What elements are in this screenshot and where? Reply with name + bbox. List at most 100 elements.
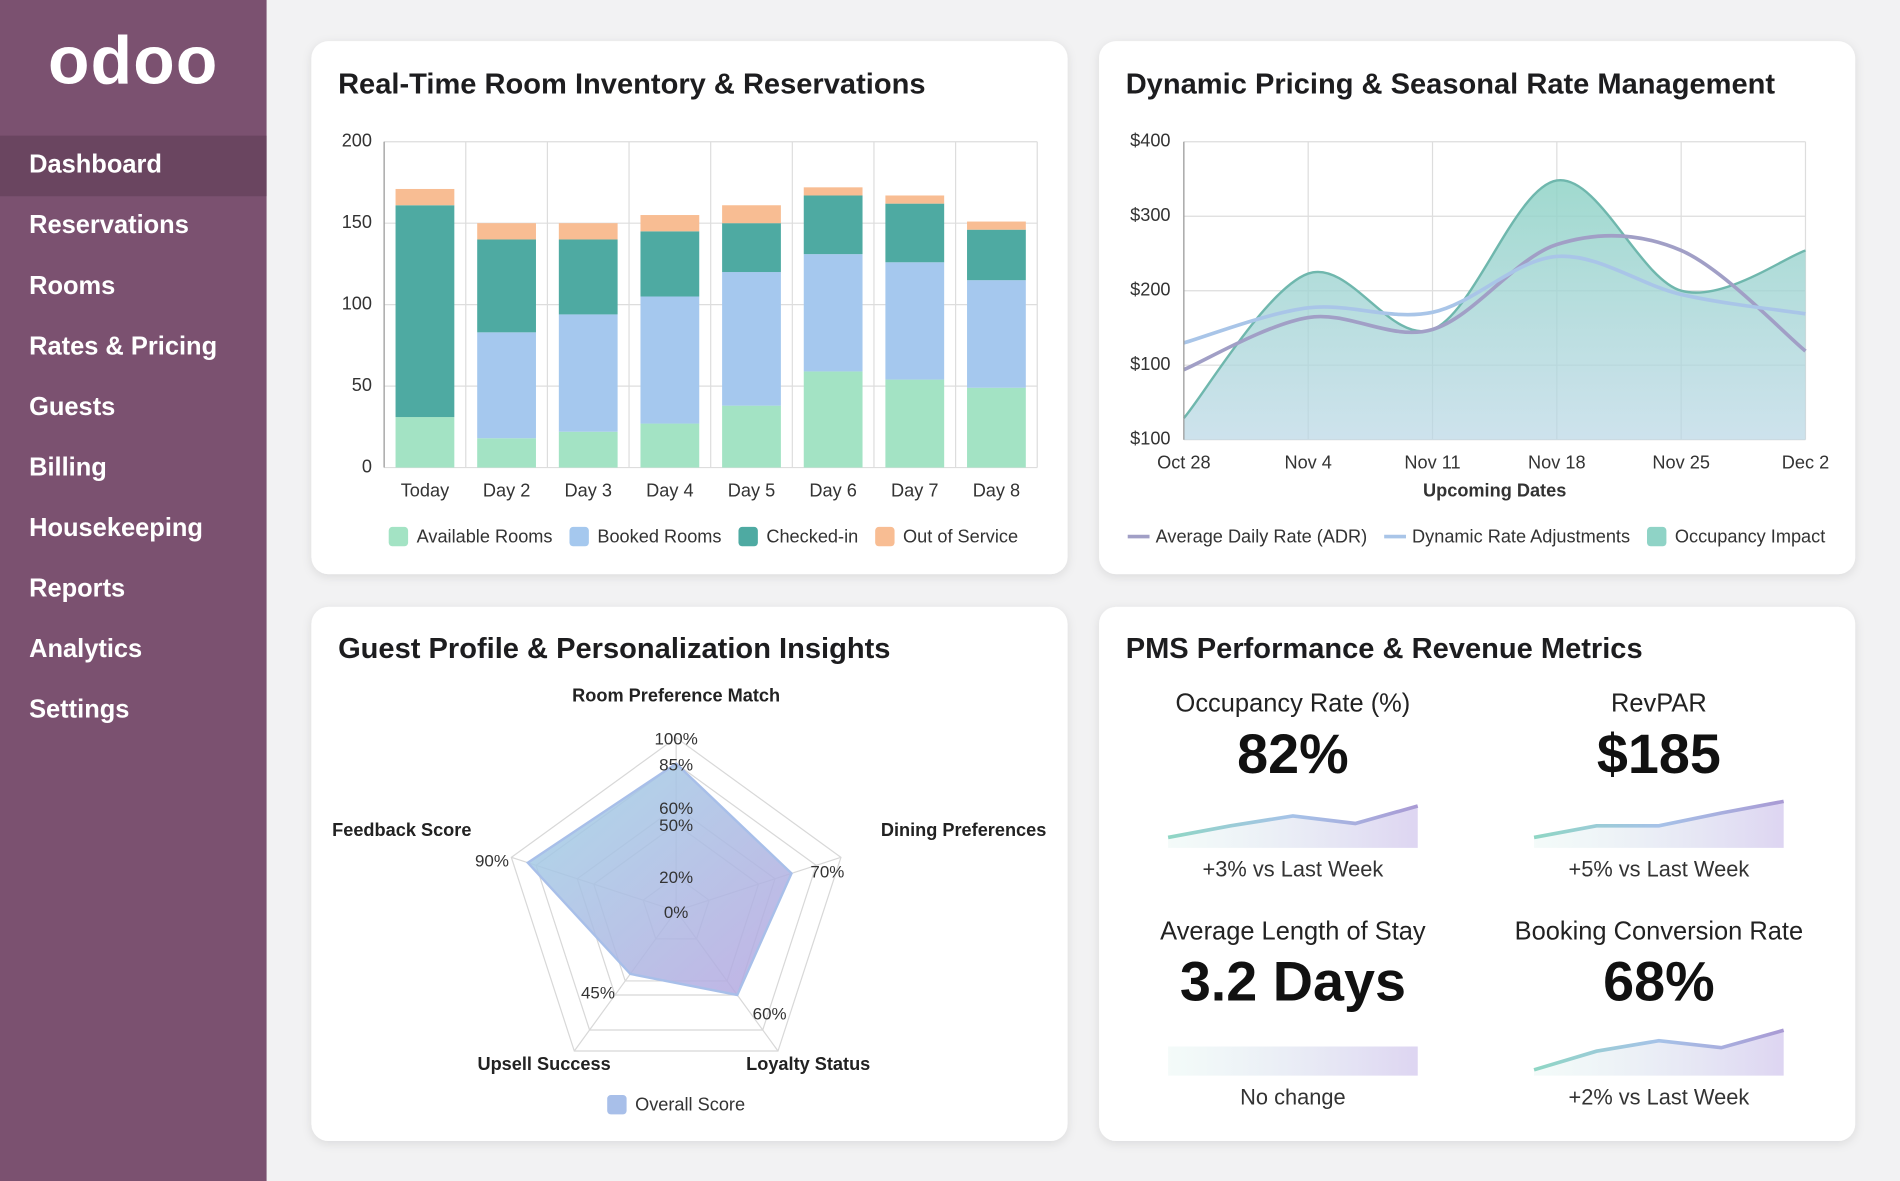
axis-label: Upsell Success	[477, 1054, 610, 1074]
r-tick-label: 100%	[654, 730, 697, 749]
r-tick-label: 50%	[659, 816, 693, 835]
value-label: 60%	[753, 1004, 787, 1023]
card-title: Guest Profile & Personalization Insights	[338, 633, 890, 665]
y-tick-label: $200	[1130, 280, 1170, 300]
r-tick-label: 60%	[659, 799, 693, 818]
bar-segment	[885, 195, 945, 204]
metric-label: Average Length of Stay	[1160, 917, 1426, 945]
sidebar	[0, 0, 267, 1181]
sparkline	[1533, 799, 1785, 840]
x-tick-label: Today	[401, 481, 450, 501]
x-tick-label: Nov 11	[1404, 453, 1460, 473]
x-tick-label: Day 8	[973, 481, 1020, 501]
legend: Overall Score	[607, 1095, 745, 1115]
legend-swatch	[875, 526, 895, 547]
bar-segment	[885, 262, 945, 380]
value-label: 70%	[810, 862, 844, 881]
bar-segment	[558, 314, 618, 432]
bar-segment	[885, 379, 945, 468]
menu-item[interactable]: Reservations	[29, 211, 189, 239]
area-outline	[1182, 179, 1806, 419]
line	[1183, 254, 1806, 345]
bar-segment	[722, 405, 781, 468]
axis-label: Feedback Score	[332, 820, 471, 840]
sparkline-area	[1534, 801, 1784, 848]
metric-change: No change	[1240, 1084, 1345, 1109]
axis-label: Loyalty Status	[746, 1054, 870, 1074]
x-tick-label: Dec 2	[1782, 453, 1829, 473]
y-tick-label: 50	[352, 375, 372, 395]
menu-item[interactable]: Housekeeping	[29, 514, 203, 542]
sparkline-area	[1168, 806, 1418, 848]
metric-value: 82%	[1237, 723, 1349, 785]
x-tick-label: Oct 28	[1157, 453, 1211, 473]
bar-segment	[640, 296, 700, 424]
bar-segment	[395, 188, 455, 206]
legend: Available Rooms Booked Rooms Checked-in Out…	[388, 526, 1018, 547]
metric-label: Occupancy Rate (%)	[1176, 690, 1411, 718]
x-axis-title: Upcoming Dates	[1423, 481, 1566, 501]
x-tick-label: Day 5	[728, 481, 775, 501]
bar-segment	[640, 215, 700, 232]
menu-item[interactable]: Rooms	[29, 272, 115, 300]
bar-segment	[477, 239, 536, 333]
y-tick-label: $100	[1130, 428, 1170, 448]
metric-change: +2% vs Last Week	[1568, 1084, 1749, 1109]
x-tick-label: Day 2	[483, 481, 530, 501]
legend-swatch	[738, 526, 758, 547]
bar-segment	[967, 229, 1026, 281]
legend-label: Overall Score	[635, 1095, 745, 1115]
bar-segment	[558, 431, 618, 468]
bar-segment	[885, 203, 945, 263]
legend-label: Occupancy Impact	[1675, 527, 1825, 547]
metric-value: $185	[1597, 723, 1721, 785]
r-tick-label: 85%	[659, 756, 693, 775]
legend-swatch	[1647, 526, 1667, 547]
legend-label: Average Daily Rate (ADR)	[1156, 527, 1368, 547]
bar-segment	[395, 205, 455, 418]
x-tick-label: Day 3	[564, 481, 611, 501]
active-menu-highlight	[0, 135, 267, 197]
menu-item[interactable]: Guests	[29, 393, 115, 421]
r-tick-label: 20%	[659, 868, 693, 887]
menu-item[interactable]: Billing	[29, 453, 107, 481]
menu-item[interactable]: Rates & Pricing	[29, 332, 217, 360]
menu-item[interactable]: Reports	[29, 575, 125, 603]
sparkline-area	[1168, 1046, 1418, 1076]
bar-segment	[803, 187, 863, 196]
bar-segment	[803, 254, 863, 372]
legend-label: Available Rooms	[417, 527, 553, 547]
bar-segment	[477, 223, 536, 240]
metric-change: +5% vs Last Week	[1568, 857, 1749, 882]
logo[interactable]: odoo	[48, 23, 219, 98]
y-tick-label: $100	[1130, 354, 1170, 374]
bar-segment	[558, 223, 618, 240]
legend-swatch	[607, 1094, 627, 1115]
value-label: 45%	[581, 983, 615, 1002]
radar-ring	[510, 736, 842, 1052]
x-tick-label: Day 7	[891, 481, 938, 501]
y-tick-label: 0	[362, 456, 372, 476]
y-tick-label: $400	[1130, 131, 1170, 151]
bar-segment	[967, 387, 1026, 468]
metric-value: 68%	[1603, 951, 1715, 1013]
legend-swatch	[388, 526, 409, 547]
metric-label: RevPAR	[1611, 690, 1707, 718]
bar-segment	[722, 205, 781, 224]
x-tick-label: Day 4	[646, 481, 693, 501]
bar-segment	[722, 272, 781, 406]
bar-segment	[477, 438, 536, 468]
radar-area	[525, 762, 793, 997]
x-tick-label: Day 6	[809, 481, 856, 501]
legend: Average Daily Rate (ADR) Dynamic Rate Adj…	[1127, 526, 1825, 547]
bar-segment	[640, 231, 700, 297]
menu-item[interactable]: Settings	[29, 696, 129, 724]
metric-label: Booking Conversion Rate	[1515, 917, 1804, 945]
sparkline	[1167, 804, 1419, 840]
legend-label: Out of Service	[903, 527, 1018, 547]
menu-item[interactable]: Analytics	[29, 635, 142, 663]
card-title: Real-Time Room Inventory & Reservations	[338, 69, 925, 101]
menu-item[interactable]: Dashboard	[29, 151, 162, 179]
